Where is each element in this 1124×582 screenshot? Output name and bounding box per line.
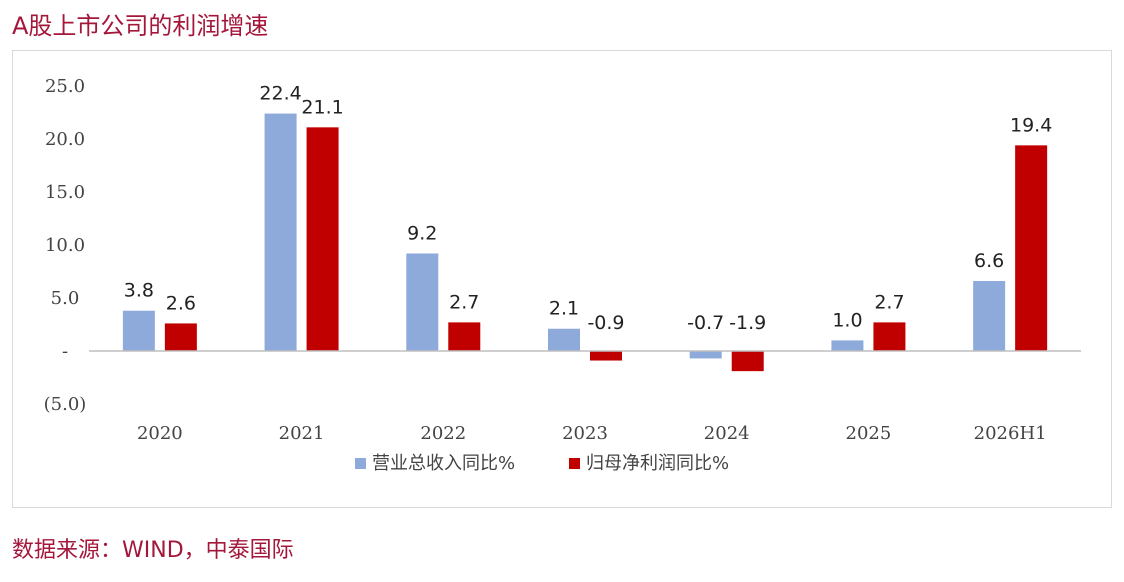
profit-data-label: 21.1 [301, 96, 343, 118]
profit-data-label: 2.7 [449, 291, 479, 313]
x-tick-label: 2024 [704, 423, 750, 444]
profit-bar [590, 351, 622, 361]
y-tick-label: 5.0 [51, 288, 80, 309]
y-axis-tick-labels: 25.0 20.0 15.0 10.0 5.0 - (5.0) [44, 76, 87, 415]
profit-bar [164, 323, 197, 351]
x-axis-tick-labels: 2020 2021 2022 2023 2024 2025 2026H1 [137, 423, 1047, 444]
chart-data-labels: 3.8 2.6 22.421.1 9.2 2.7 2.1 -0.9 -0.7 -1.9 1.0 2.… [124, 83, 1053, 334]
x-tick-label: 2023 [562, 423, 608, 444]
legend-swatch [355, 458, 366, 469]
revenue-bar [548, 328, 580, 351]
x-tick-label: 2020 [137, 423, 183, 444]
revenue-bar [264, 113, 297, 351]
legend-label: 归母净利润同比% [586, 453, 729, 474]
y-tick-label: 10.0 [45, 235, 85, 256]
revenue-bar [973, 281, 1006, 351]
profit-data-label: -0.9 [587, 312, 624, 334]
y-tick-label: 15.0 [45, 182, 85, 203]
chart-bars [122, 113, 1048, 372]
x-tick-label: 2022 [420, 423, 466, 444]
revenue-bar [122, 310, 155, 351]
y-tick-label: (5.0) [44, 394, 87, 415]
revenue-data-label: 3.8 [124, 280, 154, 302]
page-title: A股上市公司的利润增速 [12, 12, 269, 40]
legend-label: 营业总收入同比% [372, 453, 515, 474]
profit-bar [873, 322, 906, 351]
legend-swatch [569, 458, 580, 469]
source-note: 数据来源：WIND，中泰国际 [12, 538, 294, 563]
legend-item-revenue: 营业总收入同比% [355, 453, 515, 474]
bar-chart: 25.0 20.0 15.0 10.0 5.0 - (5.0) 3.8 2.6 22.421.1… [44, 76, 1081, 474]
y-tick-label: - [62, 341, 68, 362]
profit-bar [1015, 145, 1048, 351]
revenue-data-label: 2.1 [549, 298, 579, 320]
revenue-bar [831, 340, 864, 351]
legend-item-profit: 归母净利润同比% [569, 453, 729, 474]
revenue-data-label: 9.2 [407, 222, 437, 244]
profit-data-label: -1.9 [729, 312, 766, 334]
revenue-data-label: 1.0 [832, 309, 862, 331]
revenue-bar [689, 351, 722, 359]
y-tick-label: 25.0 [45, 76, 85, 97]
revenue-data-label: 22.4 [259, 83, 301, 105]
profit-data-label: 2.6 [166, 292, 196, 314]
revenue-bar [406, 253, 439, 351]
profit-data-label: 19.4 [1010, 114, 1052, 136]
revenue-data-label: -0.7 [687, 312, 724, 334]
x-tick-label: 2026H1 [974, 423, 1047, 444]
profit-bar [306, 127, 339, 351]
profit-data-label: 2.7 [874, 291, 904, 313]
chart-legend: 营业总收入同比% 归母净利润同比% [355, 453, 729, 474]
revenue-data-label: 6.6 [974, 250, 1004, 272]
chart-frame: 25.0 20.0 15.0 10.0 5.0 - (5.0) 3.8 2.6 22.4 21.1… [12, 50, 1112, 508]
x-tick-label: 2025 [846, 423, 892, 444]
x-tick-label: 2021 [279, 423, 325, 444]
y-tick-label: 20.0 [45, 129, 85, 150]
profit-bar [731, 351, 764, 372]
profit-bar [448, 322, 481, 351]
